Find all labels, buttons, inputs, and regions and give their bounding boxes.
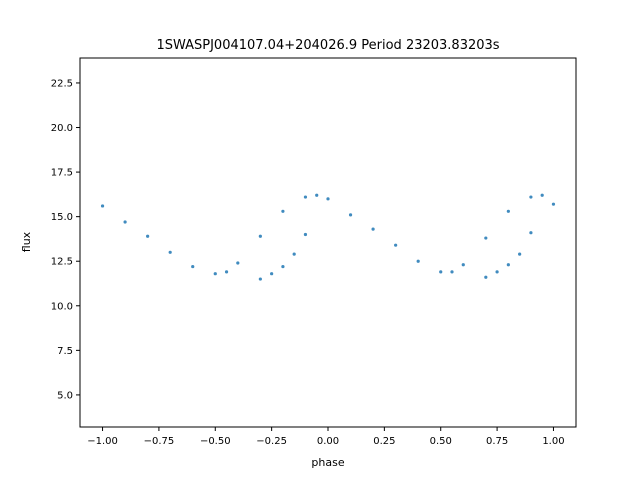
y-tick-label: 17.5 xyxy=(51,168,73,179)
chart-title: 1SWASPJ004107.04+204026.9 Period 23203.8… xyxy=(156,38,499,53)
data-point xyxy=(168,250,172,254)
data-point xyxy=(439,270,443,274)
scatter-points xyxy=(100,193,556,281)
x-axis-ticks: −1.00 −0.75 −0.50 −0.25 0.00 0.25 0.50 0.75 1.00 xyxy=(87,427,565,447)
data-point xyxy=(270,272,274,276)
data-point xyxy=(224,270,229,274)
data-point xyxy=(258,277,262,281)
data-point xyxy=(213,272,217,276)
data-point xyxy=(495,270,499,274)
data-point xyxy=(123,220,127,224)
data-point xyxy=(484,236,488,240)
data-point xyxy=(529,231,533,235)
y-tick-label: 7.5 xyxy=(57,346,73,357)
x-tick-label: −0.25 xyxy=(256,436,287,447)
data-point xyxy=(348,213,353,217)
data-point xyxy=(371,227,375,231)
x-tick-label: −1.00 xyxy=(87,436,118,447)
y-tick-label: 22.5 xyxy=(51,78,73,89)
data-point xyxy=(100,204,105,208)
data-point xyxy=(450,270,454,274)
y-tick-label: 15.0 xyxy=(51,212,73,223)
y-axis-ticks: 5.0 7.5 10.0 12.5 15.0 17.5 20.0 22.5 xyxy=(51,78,80,401)
y-axis-label: flux xyxy=(20,231,33,252)
y-tick-label: 12.5 xyxy=(51,257,73,268)
x-tick-label: 0.00 xyxy=(317,436,339,447)
data-point xyxy=(540,193,544,197)
data-point xyxy=(236,261,240,265)
data-point xyxy=(281,209,285,213)
data-point xyxy=(281,264,285,269)
data-point xyxy=(461,263,465,267)
data-point xyxy=(315,193,319,197)
y-tick-label: 20.0 xyxy=(51,123,73,134)
data-point xyxy=(506,209,510,213)
data-point xyxy=(506,263,510,267)
data-point xyxy=(394,243,398,247)
data-point xyxy=(551,202,556,206)
x-axis-label: phase xyxy=(311,456,344,469)
data-point xyxy=(146,234,150,238)
data-point xyxy=(518,252,522,256)
data-point xyxy=(416,259,420,263)
x-tick-label: −0.50 xyxy=(200,436,231,447)
y-tick-label: 5.0 xyxy=(57,390,73,401)
data-point xyxy=(484,275,488,279)
x-tick-label: 0.50 xyxy=(430,436,452,447)
x-tick-label: 0.75 xyxy=(486,436,508,447)
data-point xyxy=(529,195,533,199)
data-point xyxy=(303,232,308,237)
x-tick-label: −0.75 xyxy=(144,436,175,447)
data-point xyxy=(303,195,308,199)
x-tick-label: 0.25 xyxy=(373,436,395,447)
plot-frame xyxy=(79,57,577,428)
data-point xyxy=(292,252,296,256)
data-point xyxy=(191,264,195,269)
x-tick-label: 1.00 xyxy=(542,436,564,447)
data-point xyxy=(258,234,262,238)
data-point xyxy=(326,197,330,201)
y-tick-label: 10.0 xyxy=(51,301,73,312)
